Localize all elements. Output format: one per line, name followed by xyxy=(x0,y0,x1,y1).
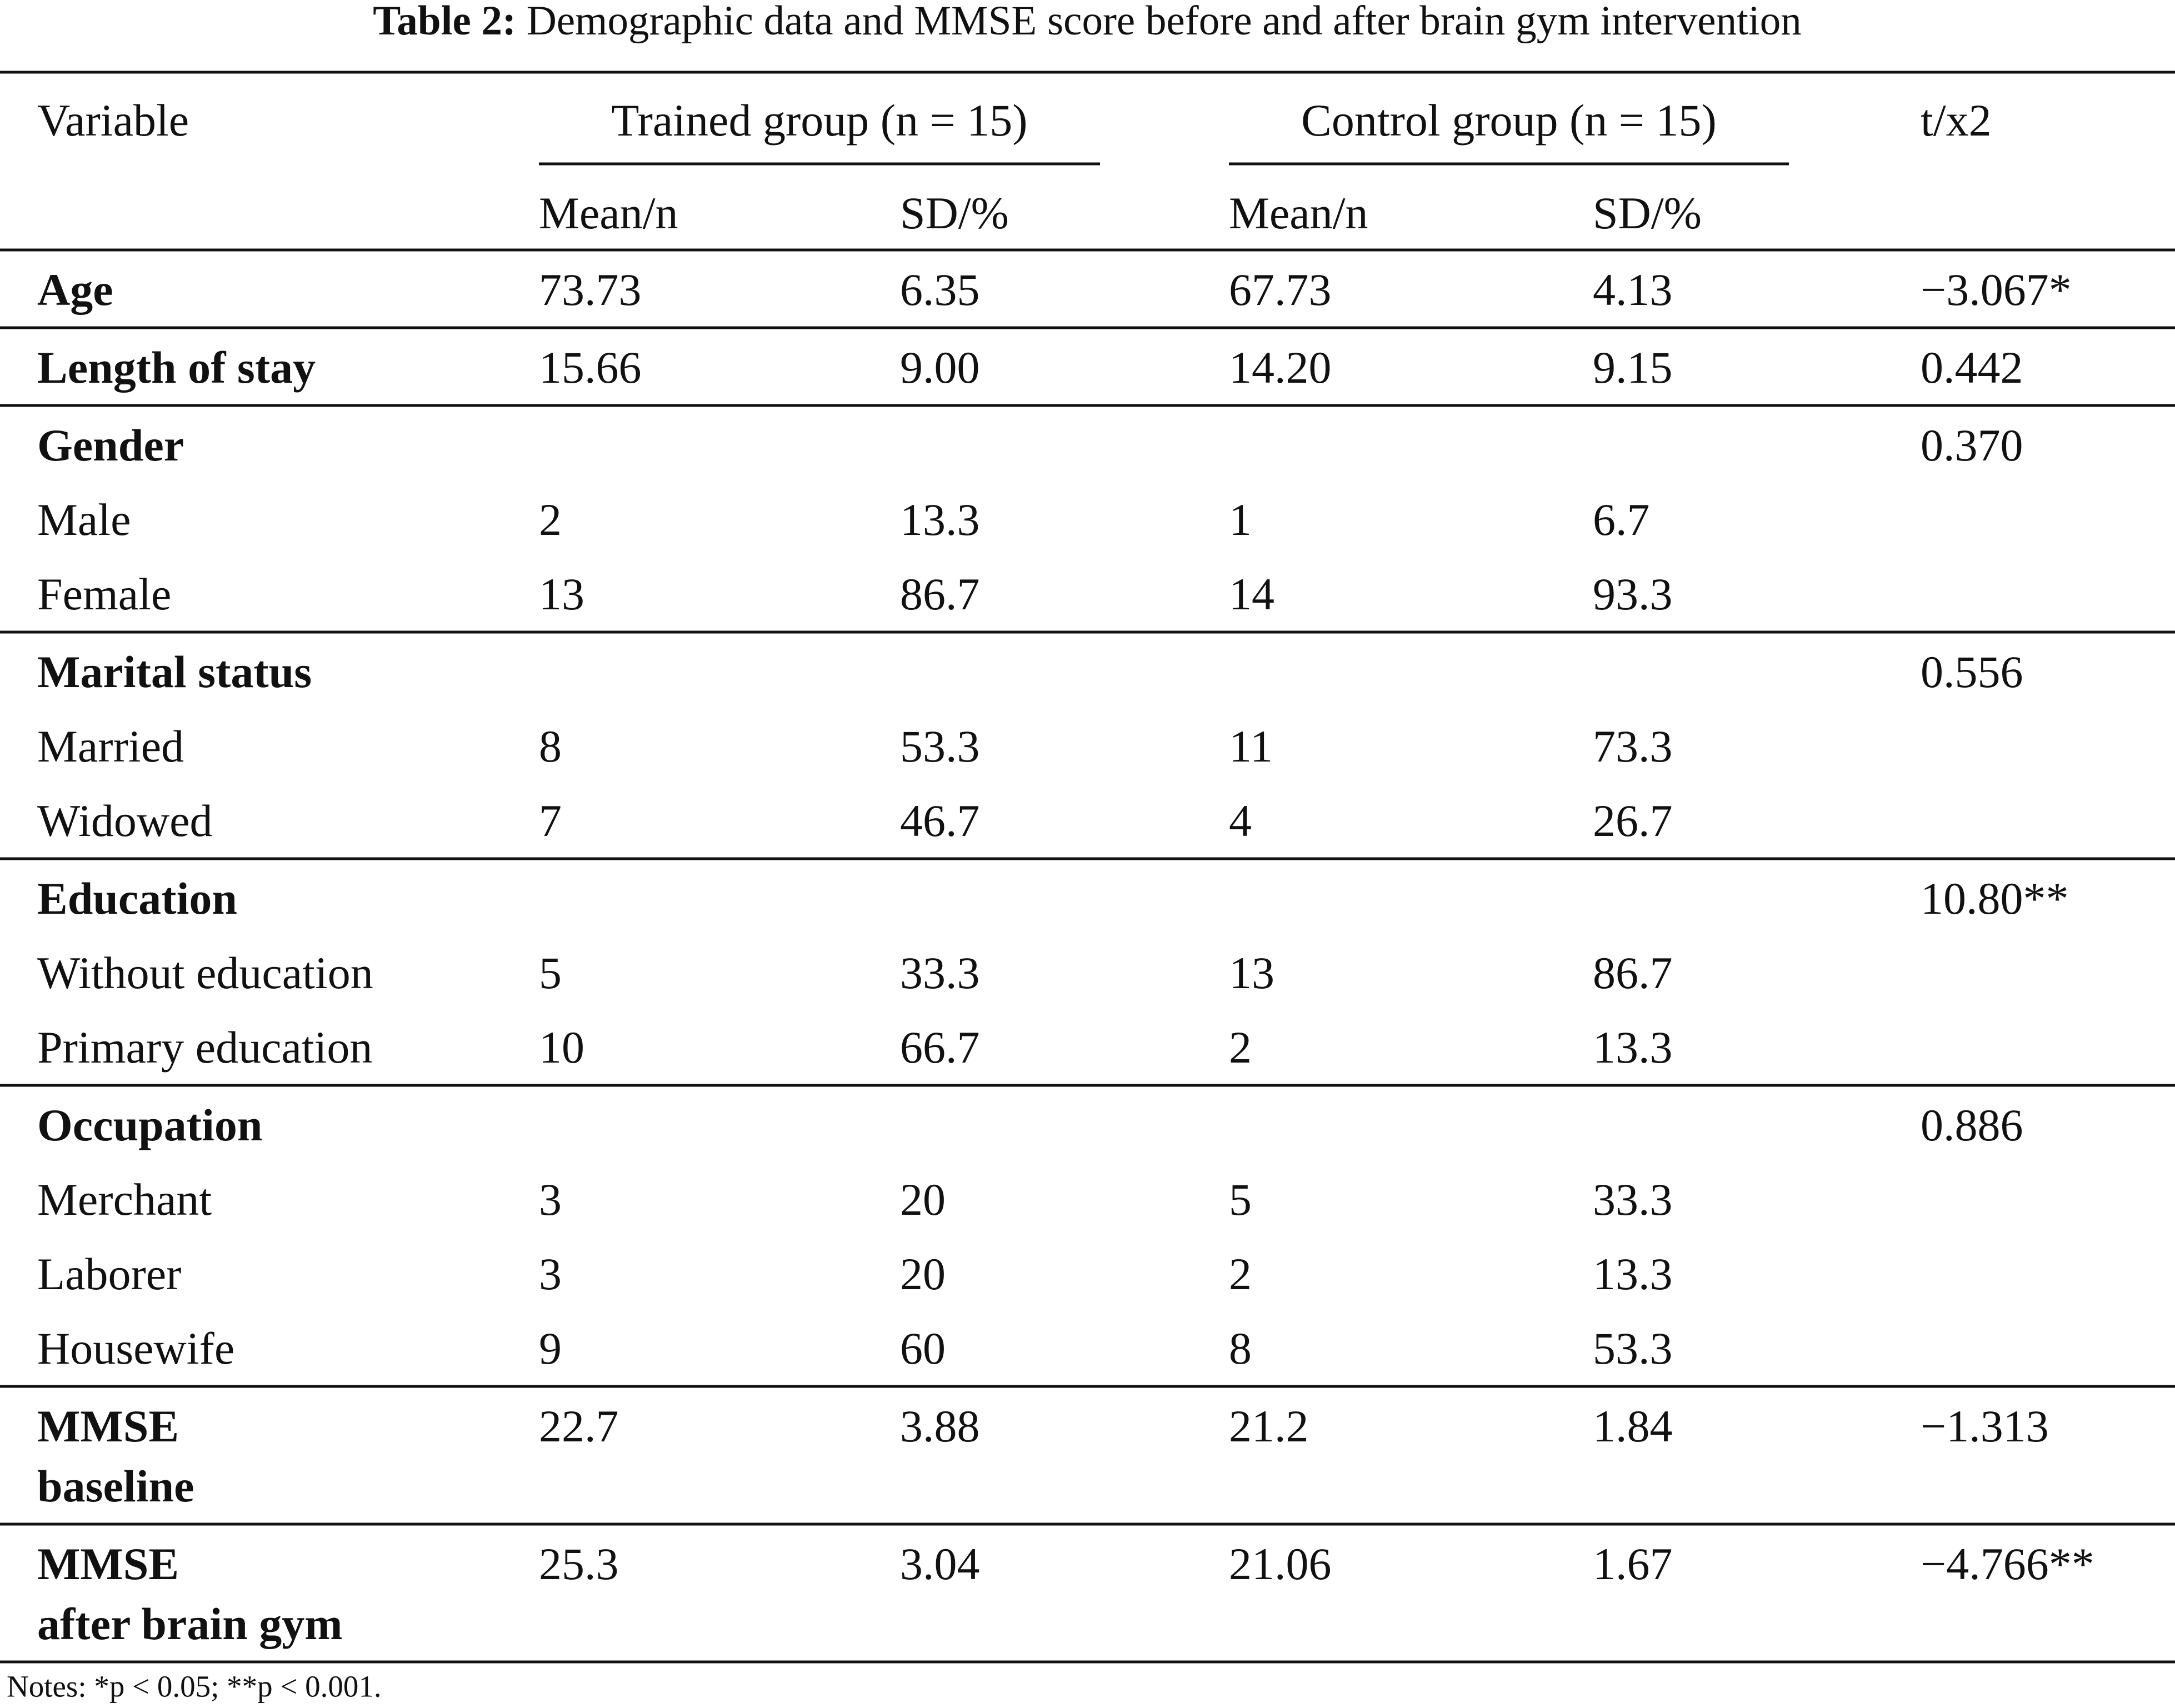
section-label: Marital status xyxy=(37,647,312,697)
cell: 3 xyxy=(539,1249,562,1299)
title-text: Demographic data and MMSE score before a… xyxy=(527,0,1802,44)
cell: 4 xyxy=(1229,795,1252,846)
cell: 5 xyxy=(539,948,562,998)
cell: 21.2 xyxy=(1229,1401,1309,1451)
cell: 26.7 xyxy=(1593,795,1673,846)
cell: 3 xyxy=(539,1174,562,1225)
cell: 9.15 xyxy=(1593,342,1673,393)
cell: 15.66 xyxy=(539,342,642,393)
cell: 73.73 xyxy=(539,264,642,315)
row-label: Primary education xyxy=(37,1022,372,1073)
cell: 60 xyxy=(900,1323,946,1374)
cell: 8 xyxy=(1229,1323,1252,1374)
stat-cell: −3.067* xyxy=(1921,264,2072,315)
row-label: Without education xyxy=(37,948,373,998)
section-label: Gender xyxy=(37,420,184,470)
group-header: Control group (n = 15) xyxy=(1301,95,1717,146)
cell: 53.3 xyxy=(1593,1323,1673,1374)
stat-cell: −1.313 xyxy=(1921,1401,2049,1451)
cell: 13 xyxy=(1229,948,1274,998)
cell: 14.20 xyxy=(1229,342,1332,393)
cell: 3.88 xyxy=(900,1401,980,1451)
cell: 8 xyxy=(539,721,562,772)
cell: 1.84 xyxy=(1593,1401,1673,1451)
row-label: Housewife xyxy=(37,1323,234,1374)
group-header: Trained group (n = 15) xyxy=(611,95,1027,146)
cell: 1.67 xyxy=(1593,1539,1673,1589)
cell: 14 xyxy=(1229,569,1274,619)
cell: 3.04 xyxy=(900,1539,980,1589)
table-title: Table 2: Demographic data and MMSE score… xyxy=(373,0,1802,44)
cell: 86.7 xyxy=(1593,948,1673,998)
row-label: Married xyxy=(37,721,184,772)
row-label: Widowed xyxy=(37,795,213,846)
stat-header: t/x2 xyxy=(1921,95,1992,146)
cell: 9 xyxy=(539,1323,562,1374)
cell: 1 xyxy=(1229,494,1252,545)
cell: 7 xyxy=(539,795,562,846)
cell: 2 xyxy=(539,494,562,545)
stat-cell: 0.556 xyxy=(1921,647,2023,697)
section-label: Age xyxy=(37,264,113,315)
variable-header: Variable xyxy=(37,95,189,146)
cell: 33.3 xyxy=(1593,1174,1673,1225)
cell: 10 xyxy=(539,1022,584,1073)
stat-cell: 0.370 xyxy=(1921,420,2023,470)
table-notes: Notes: *p < 0.05; **p < 0.001. xyxy=(7,1670,382,1704)
cell: 21.06 xyxy=(1229,1539,1332,1589)
cell: 33.3 xyxy=(900,948,980,998)
section-label: baseline xyxy=(37,1461,194,1511)
sub-header: SD/% xyxy=(900,188,1009,238)
cell: 20 xyxy=(900,1174,946,1225)
cell: 4.13 xyxy=(1593,264,1673,315)
cell: 67.73 xyxy=(1229,264,1332,315)
cell: 93.3 xyxy=(1593,569,1673,619)
cell: 20 xyxy=(900,1249,946,1299)
section-label: Education xyxy=(37,873,237,924)
row-label: Merchant xyxy=(37,1174,212,1225)
cell: 25.3 xyxy=(539,1539,619,1589)
cell: 66.7 xyxy=(900,1022,980,1073)
section-label: MMSE xyxy=(37,1401,179,1451)
cell: 86.7 xyxy=(900,569,980,619)
cell: 22.7 xyxy=(539,1401,619,1451)
row-label: Male xyxy=(37,494,131,545)
row-label: Laborer xyxy=(37,1249,182,1299)
stat-cell: 0.886 xyxy=(1921,1100,2023,1150)
cell: 9.00 xyxy=(900,342,980,393)
section-label: Length of stay xyxy=(37,342,316,393)
row-label: Female xyxy=(37,569,171,619)
section-label: MMSE xyxy=(37,1539,179,1589)
cell: 13.3 xyxy=(900,494,980,545)
cell: 53.3 xyxy=(900,721,980,772)
cell: 2 xyxy=(1229,1022,1252,1073)
cell: 6.7 xyxy=(1593,494,1650,545)
section-label: Occupation xyxy=(37,1100,262,1150)
title-prefix: Table 2: xyxy=(373,0,516,44)
cell: 2 xyxy=(1229,1249,1252,1299)
cell: 73.3 xyxy=(1593,721,1673,772)
cell: 13 xyxy=(539,569,584,619)
cell: 6.35 xyxy=(900,264,980,315)
sub-header: Mean/n xyxy=(539,188,678,238)
sub-header: Mean/n xyxy=(1229,188,1368,238)
stat-cell: 10.80** xyxy=(1921,873,2069,924)
stat-cell: 0.442 xyxy=(1921,342,2023,393)
cell: 11 xyxy=(1229,721,1273,772)
section-label: after brain gym xyxy=(37,1599,343,1649)
sub-header: SD/% xyxy=(1593,188,1702,238)
cell: 46.7 xyxy=(900,795,980,846)
cell: 13.3 xyxy=(1593,1249,1673,1299)
cell: 13.3 xyxy=(1593,1022,1673,1073)
cell: 5 xyxy=(1229,1174,1252,1225)
stat-cell: −4.766** xyxy=(1921,1539,2094,1589)
